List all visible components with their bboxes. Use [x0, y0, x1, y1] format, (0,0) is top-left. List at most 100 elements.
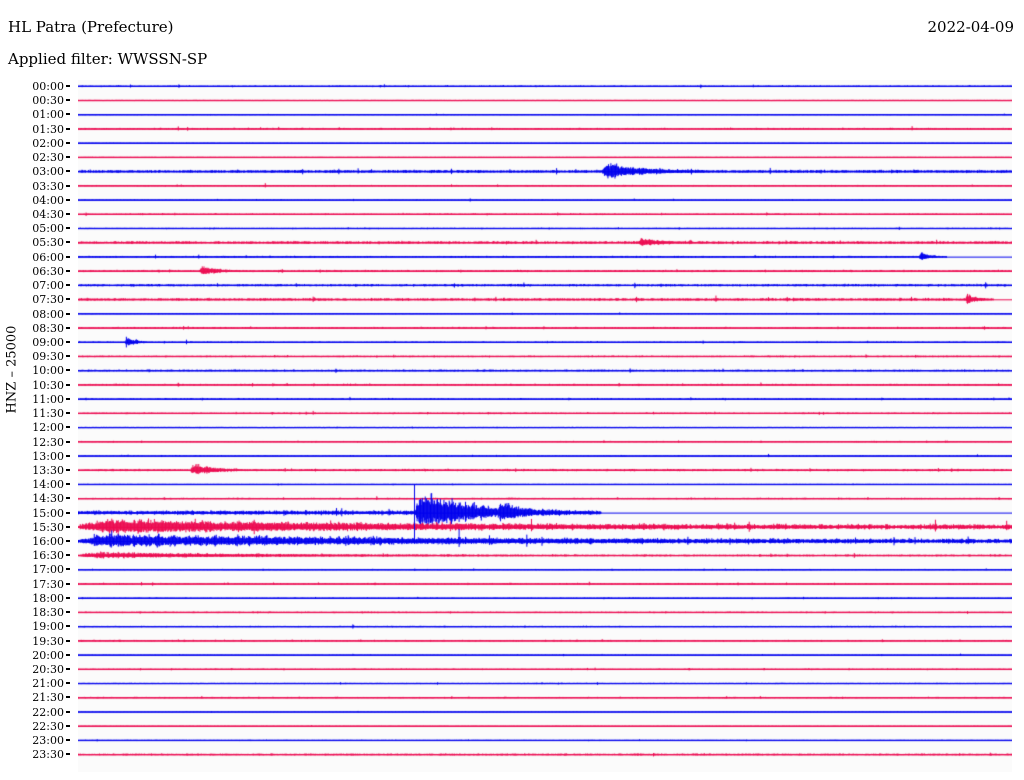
time-tick — [66, 269, 70, 272]
time-label: 12:30 — [32, 435, 64, 449]
seismogram-plot — [78, 80, 1012, 772]
time-label: 01:00 — [32, 108, 64, 122]
time-tick — [66, 170, 70, 173]
time-tick — [66, 298, 70, 301]
time-label: 03:00 — [32, 165, 64, 179]
time-label: 09:30 — [32, 350, 64, 364]
time-tick — [66, 753, 70, 756]
time-label: 13:30 — [32, 463, 64, 477]
time-label: 06:00 — [32, 250, 64, 264]
time-label: 21:30 — [32, 691, 64, 705]
time-tick — [66, 468, 70, 471]
time-label: 17:00 — [32, 563, 64, 577]
time-label: 10:00 — [32, 364, 64, 378]
time-tick — [66, 412, 70, 415]
time-tick — [66, 284, 70, 287]
time-tick — [66, 710, 70, 713]
time-label: 02:30 — [32, 151, 64, 165]
time-tick — [66, 554, 70, 557]
page-title: HL Patra (Prefecture) — [8, 18, 174, 36]
time-label: 16:00 — [32, 535, 64, 549]
time-tick — [66, 156, 70, 159]
time-tick — [66, 426, 70, 429]
time-label: 14:00 — [32, 478, 64, 492]
time-axis: 00:00 00:30 01:00 01:30 02:00 02:30 03:00 03:30… — [0, 80, 78, 772]
time-label: 19:30 — [32, 634, 64, 648]
time-label: 00:00 — [32, 80, 64, 93]
time-tick — [66, 99, 70, 102]
time-label: 04:30 — [32, 207, 64, 221]
time-label: 11:30 — [32, 407, 64, 421]
time-label: 13:00 — [32, 449, 64, 463]
time-label: 18:00 — [32, 591, 64, 605]
time-label: 10:30 — [32, 378, 64, 392]
time-tick — [66, 326, 70, 329]
time-label: 04:00 — [32, 193, 64, 207]
time-label: 17:30 — [32, 577, 64, 591]
time-label: 16:30 — [32, 549, 64, 563]
time-tick — [66, 454, 70, 457]
time-tick — [66, 184, 70, 187]
time-label: 15:00 — [32, 506, 64, 520]
time-label: 20:00 — [32, 648, 64, 662]
time-tick — [66, 255, 70, 258]
time-label: 12:00 — [32, 421, 64, 435]
time-label: 22:30 — [32, 719, 64, 733]
time-label: 05:00 — [32, 222, 64, 236]
time-tick — [66, 383, 70, 386]
time-label: 07:30 — [32, 293, 64, 307]
time-tick — [66, 397, 70, 400]
time-tick — [66, 525, 70, 528]
time-tick — [66, 696, 70, 699]
time-tick — [66, 113, 70, 116]
time-label: 19:00 — [32, 620, 64, 634]
filter-label: Applied filter: WWSSN-SP — [8, 50, 208, 68]
time-tick — [66, 483, 70, 486]
time-tick — [66, 227, 70, 230]
time-label: 14:30 — [32, 492, 64, 506]
time-label: 07:00 — [32, 279, 64, 293]
time-tick — [66, 355, 70, 358]
time-tick — [66, 682, 70, 685]
time-tick — [66, 141, 70, 144]
time-tick — [66, 625, 70, 628]
time-tick — [66, 596, 70, 599]
time-tick — [66, 724, 70, 727]
time-label: 23:00 — [32, 734, 64, 748]
time-tick — [66, 497, 70, 500]
time-tick — [66, 127, 70, 130]
time-tick — [66, 312, 70, 315]
time-label: 21:00 — [32, 677, 64, 691]
time-label: 18:30 — [32, 606, 64, 620]
time-label: 20:30 — [32, 663, 64, 677]
time-tick — [66, 611, 70, 614]
time-label: 08:00 — [32, 307, 64, 321]
time-tick — [66, 639, 70, 642]
time-label: 00:30 — [32, 94, 64, 108]
time-label: 01:30 — [32, 122, 64, 136]
time-tick — [66, 739, 70, 742]
time-label: 03:30 — [32, 179, 64, 193]
time-tick — [66, 340, 70, 343]
time-tick — [66, 369, 70, 372]
record-date: 2022-04-09 — [927, 18, 1014, 36]
time-label: 15:30 — [32, 520, 64, 534]
time-label: 08:30 — [32, 321, 64, 335]
time-label: 09:00 — [32, 335, 64, 349]
time-tick — [66, 582, 70, 585]
time-tick — [66, 212, 70, 215]
time-tick — [66, 540, 70, 543]
seismogram-canvas — [78, 80, 1012, 772]
time-label: 11:00 — [32, 392, 64, 406]
time-tick — [66, 440, 70, 443]
time-label: 02:00 — [32, 136, 64, 150]
time-tick — [66, 568, 70, 571]
time-label: 22:00 — [32, 705, 64, 719]
time-label: 05:30 — [32, 236, 64, 250]
time-tick — [66, 198, 70, 201]
time-tick — [66, 668, 70, 671]
time-tick — [66, 241, 70, 244]
time-tick — [66, 511, 70, 514]
time-label: 23:30 — [32, 748, 64, 762]
